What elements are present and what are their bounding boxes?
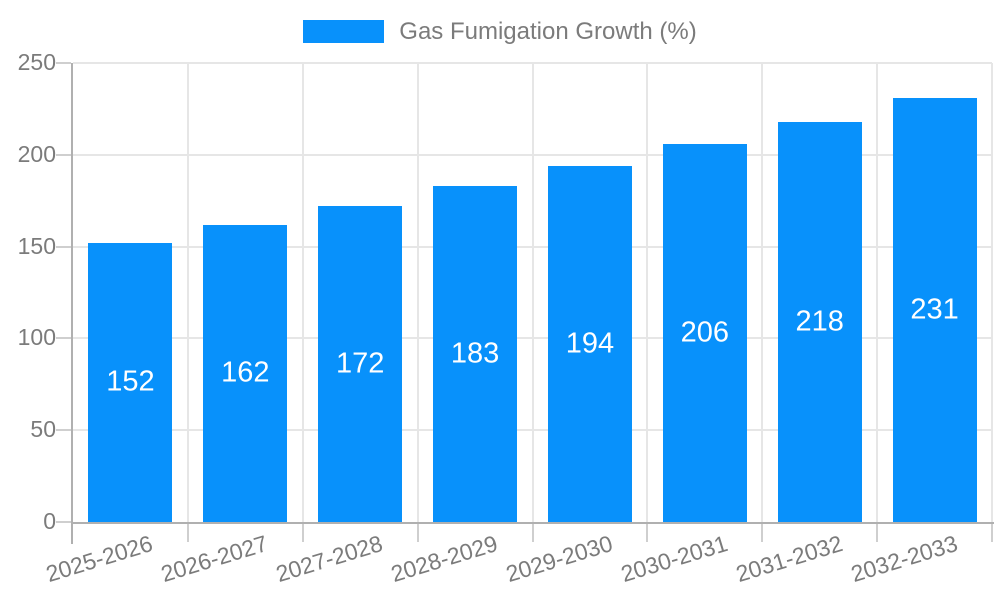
y-tick-label: 250 [17,49,56,75]
x-axis-tick [646,524,649,542]
x-tick-label: 2025-2026 [43,530,157,588]
y-axis-tick [56,245,71,248]
y-axis-tick [56,429,71,432]
bar-value-label: 183 [450,337,500,370]
x-axis-tick [301,524,304,542]
chart-legend: Gas Fumigation Growth (%) [0,18,1000,45]
bar-value-label: 231 [910,293,959,326]
x-axis-tick [416,524,419,542]
bar-value-label: 172 [335,347,385,380]
bar-value-label: 162 [221,356,270,389]
x-axis-tick [761,524,764,542]
x-tick-label: 2031-2032 [732,530,846,588]
gridline-vertical [646,63,649,522]
y-tick-label: 150 [17,232,56,259]
x-tick-label: 2026-2027 [158,530,271,588]
legend-swatch [303,20,385,43]
gridline-vertical [991,63,993,522]
bar [777,121,862,522]
y-axis-tick [56,337,71,340]
legend-label: Gas Fumigation Growth (%) [399,18,697,45]
y-axis-tick [56,62,71,64]
bar-value-label: 152 [106,365,155,398]
x-axis-tick [186,524,189,542]
plot-area: 0 50 100 150 200 250 152 2025-2026 162 2026-2027 1… [18,49,994,587]
bar [318,206,403,522]
y-tick-label: 200 [17,140,56,167]
bar [88,242,173,522]
gridline-vertical [416,63,419,522]
gridline-vertical [876,63,879,522]
y-axis-tick [56,153,71,156]
bar [203,224,288,522]
y-axis-line [71,63,73,544]
gridline-vertical [761,63,764,522]
y-tick-label: 0 [43,508,56,534]
y-tick-label: 50 [30,416,56,443]
y-tick-label: 100 [17,324,56,351]
gridline-vertical [301,63,304,522]
gridline-vertical [531,63,534,522]
bar-value-label: 194 [565,327,615,360]
y-axis-tick [56,521,71,523]
bar [892,97,977,522]
x-tick-label: 2030-2031 [617,530,731,588]
bar [433,186,518,522]
bar [662,143,747,522]
x-tick-label: 2028-2029 [387,530,501,588]
x-tick-label: 2027-2028 [272,530,386,588]
gridline-vertical [186,63,189,522]
bar [547,165,632,522]
bar-value-label: 206 [680,316,730,349]
x-tick-label: 2029-2030 [502,530,616,588]
x-axis-line [71,522,994,524]
x-tick-label: 2032-2033 [847,530,961,588]
x-axis-tick [531,524,534,542]
x-axis-tick [876,524,879,542]
bar-value-label: 218 [795,305,844,338]
x-axis-tick [991,524,993,542]
